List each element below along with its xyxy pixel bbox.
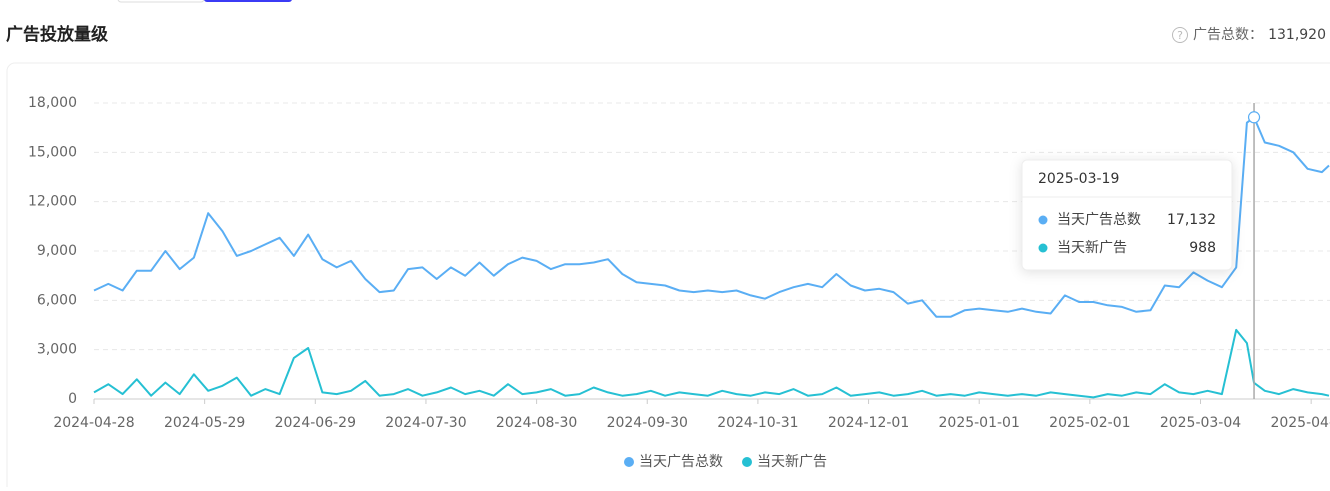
x-tick-label: 2024-07-30 — [385, 415, 466, 431]
x-tick-label: 2025-01-01 — [939, 415, 1020, 431]
tooltip-date: 2025-03-19 — [1038, 171, 1119, 187]
legend-dot — [624, 457, 634, 467]
section-title: 广告投放量级 — [6, 24, 108, 45]
chart-card — [6, 62, 1330, 491]
x-tick-label: 2024-08-30 — [496, 415, 577, 431]
tooltip: 2025-03-19 当天广告总数 17,132 当天新广告 988 — [1021, 159, 1233, 271]
y-tick-label: 12,000 — [28, 194, 77, 210]
tooltip-value: 988 — [1189, 240, 1216, 256]
tooltip-name: 当天新广告 — [1057, 240, 1127, 256]
tooltip-dot — [1038, 215, 1048, 225]
x-tick-label: 2024-10-31 — [717, 415, 798, 431]
x-tick-label: 2024-05-29 — [164, 415, 245, 431]
series-line — [93, 116, 1330, 318]
help-icon[interactable] — [1172, 27, 1188, 43]
y-tick-label: 6,000 — [37, 292, 77, 308]
x-tick-label: 2024-04-28 — [53, 415, 134, 431]
x-tick-label: 2024-06-29 — [275, 415, 356, 431]
series-line — [93, 328, 1330, 399]
y-tick-label: 3,000 — [37, 342, 77, 358]
tooltip-dot — [1038, 243, 1048, 253]
x-tick-label: 2024-12-01 — [828, 415, 909, 431]
legend-label: 当天新广告 — [757, 454, 827, 470]
legend-dot — [742, 457, 752, 467]
tooltip-value: 17,132 — [1167, 212, 1216, 228]
x-tick-label: 2025-03-04 — [1160, 415, 1241, 431]
tab-button[interactable] — [117, 0, 205, 3]
x-tick-label: 2025-04-04 — [1270, 415, 1330, 431]
hover-point — [1247, 111, 1261, 124]
tab-button-active[interactable] — [204, 0, 292, 2]
legend-label: 当天广告总数 — [639, 454, 723, 470]
total-label: 广告总数： — [1193, 27, 1263, 43]
x-tick-label: 2024-09-30 — [607, 415, 688, 431]
y-tick-label: 15,000 — [28, 144, 77, 160]
tooltip-name: 当天广告总数 — [1057, 212, 1141, 228]
tooltip-box — [1021, 159, 1233, 271]
x-tick-label: 2025-02-01 — [1049, 415, 1130, 431]
y-tick-label: 18,000 — [28, 95, 77, 111]
help-icon-glyph: ? — [1177, 29, 1183, 42]
y-tick-label: 0 — [68, 391, 77, 407]
total-value: 131,920 — [1268, 27, 1326, 43]
y-tick-label: 9,000 — [37, 243, 77, 259]
